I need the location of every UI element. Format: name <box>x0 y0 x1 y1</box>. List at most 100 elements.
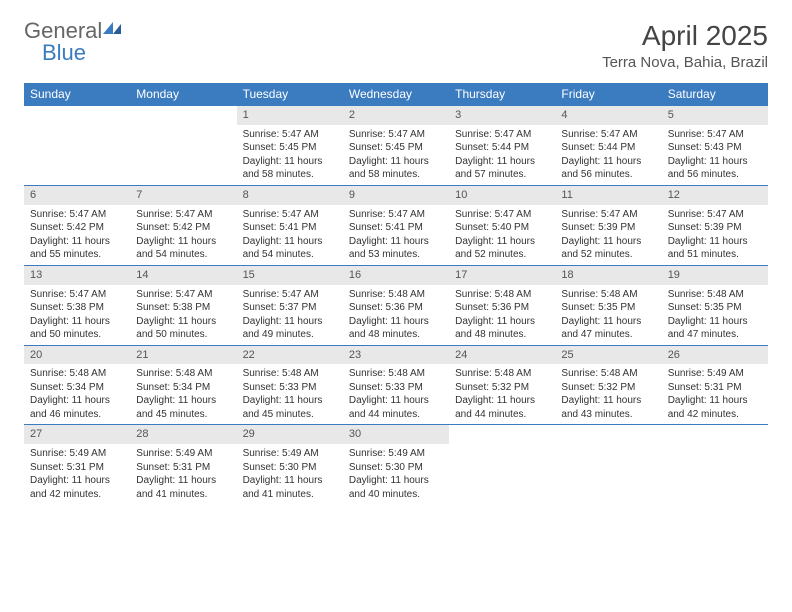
day-content: Sunrise: 5:48 AMSunset: 5:33 PMDaylight:… <box>343 364 449 424</box>
daylight-text-1: Daylight: 11 hours <box>136 394 230 408</box>
title-block: April 2025 Terra Nova, Bahia, Brazil <box>602 20 768 71</box>
daylight-text-1: Daylight: 11 hours <box>455 155 549 169</box>
day-number: 10 <box>449 186 555 205</box>
day-number: 30 <box>343 425 449 444</box>
daylight-text-1: Daylight: 11 hours <box>243 315 337 329</box>
sunrise-text: Sunrise: 5:47 AM <box>668 128 762 142</box>
day-number: 29 <box>237 425 343 444</box>
daylight-text-2: and 41 minutes. <box>243 488 337 502</box>
daylight-text-1: Daylight: 11 hours <box>30 315 124 329</box>
daylight-text-1: Daylight: 11 hours <box>455 235 549 249</box>
calendar-day-cell: 9Sunrise: 5:47 AMSunset: 5:41 PMDaylight… <box>343 185 449 265</box>
sunrise-text: Sunrise: 5:48 AM <box>455 367 549 381</box>
daylight-text-2: and 41 minutes. <box>136 488 230 502</box>
sunrise-text: Sunrise: 5:49 AM <box>243 447 337 461</box>
day-number: 6 <box>24 186 130 205</box>
day-number: 17 <box>449 266 555 285</box>
weekday-header: Wednesday <box>343 83 449 106</box>
daylight-text-1: Daylight: 11 hours <box>349 474 443 488</box>
sunrise-text: Sunrise: 5:49 AM <box>30 447 124 461</box>
day-number: 12 <box>662 186 768 205</box>
calendar-empty-cell <box>24 106 130 186</box>
calendar-day-cell: 22Sunrise: 5:48 AMSunset: 5:33 PMDayligh… <box>237 345 343 425</box>
sunrise-text: Sunrise: 5:47 AM <box>349 128 443 142</box>
sunset-text: Sunset: 5:36 PM <box>455 301 549 315</box>
sunset-text: Sunset: 5:38 PM <box>136 301 230 315</box>
sunset-text: Sunset: 5:34 PM <box>136 381 230 395</box>
daylight-text-2: and 48 minutes. <box>349 328 443 342</box>
day-number: 18 <box>555 266 661 285</box>
day-content: Sunrise: 5:48 AMSunset: 5:34 PMDaylight:… <box>24 364 130 424</box>
sunset-text: Sunset: 5:41 PM <box>243 221 337 235</box>
day-content: Sunrise: 5:48 AMSunset: 5:32 PMDaylight:… <box>449 364 555 424</box>
daylight-text-2: and 43 minutes. <box>561 408 655 422</box>
daylight-text-1: Daylight: 11 hours <box>243 394 337 408</box>
sunrise-text: Sunrise: 5:48 AM <box>136 367 230 381</box>
sunrise-text: Sunrise: 5:48 AM <box>561 367 655 381</box>
calendar-empty-cell <box>555 425 661 504</box>
daylight-text-2: and 58 minutes. <box>349 168 443 182</box>
sunset-text: Sunset: 5:42 PM <box>136 221 230 235</box>
sunset-text: Sunset: 5:44 PM <box>455 141 549 155</box>
day-number: 7 <box>130 186 236 205</box>
daylight-text-2: and 56 minutes. <box>561 168 655 182</box>
daylight-text-1: Daylight: 11 hours <box>349 235 443 249</box>
day-content: Sunrise: 5:47 AMSunset: 5:44 PMDaylight:… <box>449 125 555 185</box>
day-content: Sunrise: 5:48 AMSunset: 5:35 PMDaylight:… <box>662 285 768 345</box>
sunrise-text: Sunrise: 5:47 AM <box>136 288 230 302</box>
calendar-day-cell: 2Sunrise: 5:47 AMSunset: 5:45 PMDaylight… <box>343 106 449 186</box>
daylight-text-2: and 40 minutes. <box>349 488 443 502</box>
day-content: Sunrise: 5:47 AMSunset: 5:39 PMDaylight:… <box>555 205 661 265</box>
sunrise-text: Sunrise: 5:48 AM <box>668 288 762 302</box>
day-content: Sunrise: 5:47 AMSunset: 5:45 PMDaylight:… <box>237 125 343 185</box>
sunset-text: Sunset: 5:42 PM <box>30 221 124 235</box>
weekday-header: Thursday <box>449 83 555 106</box>
sunset-text: Sunset: 5:33 PM <box>243 381 337 395</box>
daylight-text-1: Daylight: 11 hours <box>30 235 124 249</box>
calendar-day-cell: 27Sunrise: 5:49 AMSunset: 5:31 PMDayligh… <box>24 425 130 504</box>
day-number: 28 <box>130 425 236 444</box>
day-content: Sunrise: 5:47 AMSunset: 5:40 PMDaylight:… <box>449 205 555 265</box>
daylight-text-1: Daylight: 11 hours <box>668 394 762 408</box>
day-content: Sunrise: 5:47 AMSunset: 5:45 PMDaylight:… <box>343 125 449 185</box>
sunset-text: Sunset: 5:36 PM <box>349 301 443 315</box>
daylight-text-2: and 55 minutes. <box>30 248 124 262</box>
calendar-day-cell: 8Sunrise: 5:47 AMSunset: 5:41 PMDaylight… <box>237 185 343 265</box>
day-content: Sunrise: 5:47 AMSunset: 5:42 PMDaylight:… <box>24 205 130 265</box>
calendar-day-cell: 5Sunrise: 5:47 AMSunset: 5:43 PMDaylight… <box>662 106 768 186</box>
day-content: Sunrise: 5:47 AMSunset: 5:43 PMDaylight:… <box>662 125 768 185</box>
daylight-text-1: Daylight: 11 hours <box>349 394 443 408</box>
sunset-text: Sunset: 5:30 PM <box>243 461 337 475</box>
calendar-day-cell: 12Sunrise: 5:47 AMSunset: 5:39 PMDayligh… <box>662 185 768 265</box>
day-number: 22 <box>237 346 343 365</box>
day-content: Sunrise: 5:49 AMSunset: 5:30 PMDaylight:… <box>343 444 449 504</box>
daylight-text-1: Daylight: 11 hours <box>349 315 443 329</box>
day-content: Sunrise: 5:47 AMSunset: 5:41 PMDaylight:… <box>237 205 343 265</box>
sunset-text: Sunset: 5:45 PM <box>349 141 443 155</box>
day-number: 3 <box>449 106 555 125</box>
sunrise-text: Sunrise: 5:48 AM <box>349 288 443 302</box>
sunrise-text: Sunrise: 5:47 AM <box>30 208 124 222</box>
day-number: 11 <box>555 186 661 205</box>
sunset-text: Sunset: 5:44 PM <box>561 141 655 155</box>
daylight-text-2: and 58 minutes. <box>243 168 337 182</box>
daylight-text-1: Daylight: 11 hours <box>561 235 655 249</box>
sunset-text: Sunset: 5:32 PM <box>455 381 549 395</box>
sunset-text: Sunset: 5:43 PM <box>668 141 762 155</box>
daylight-text-2: and 52 minutes. <box>561 248 655 262</box>
daylight-text-1: Daylight: 11 hours <box>30 394 124 408</box>
daylight-text-2: and 47 minutes. <box>561 328 655 342</box>
sunset-text: Sunset: 5:32 PM <box>561 381 655 395</box>
day-content: Sunrise: 5:47 AMSunset: 5:39 PMDaylight:… <box>662 205 768 265</box>
sunrise-text: Sunrise: 5:47 AM <box>30 288 124 302</box>
calendar-day-cell: 19Sunrise: 5:48 AMSunset: 5:35 PMDayligh… <box>662 265 768 345</box>
weekday-header-row: SundayMondayTuesdayWednesdayThursdayFrid… <box>24 83 768 106</box>
sunset-text: Sunset: 5:34 PM <box>30 381 124 395</box>
sunrise-text: Sunrise: 5:48 AM <box>455 288 549 302</box>
day-content: Sunrise: 5:48 AMSunset: 5:34 PMDaylight:… <box>130 364 236 424</box>
sunset-text: Sunset: 5:35 PM <box>561 301 655 315</box>
sunrise-text: Sunrise: 5:48 AM <box>561 288 655 302</box>
sunrise-text: Sunrise: 5:49 AM <box>136 447 230 461</box>
day-number: 13 <box>24 266 130 285</box>
day-content: Sunrise: 5:47 AMSunset: 5:37 PMDaylight:… <box>237 285 343 345</box>
